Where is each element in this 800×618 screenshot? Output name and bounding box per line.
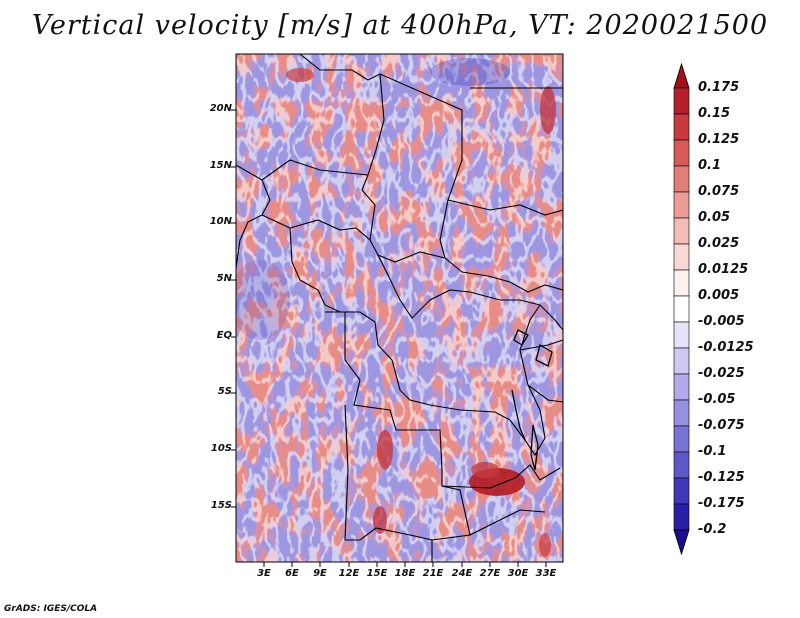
- lon-label-33e: 33E: [535, 568, 557, 579]
- lon-label-27e: 27E: [479, 568, 501, 579]
- colorbar-label: 0.075: [698, 184, 740, 199]
- country-boundaries: [236, 54, 563, 562]
- lat-label-10n: 10N: [209, 216, 232, 227]
- lakes: [511, 329, 553, 471]
- colorbar-label: 0.1: [698, 158, 722, 173]
- colorbar-segment: [673, 217, 690, 245]
- colorbar-segment: [673, 425, 690, 453]
- chart-title: Vertical velocity [m/s] at 400hPa, VT: 2…: [31, 10, 769, 41]
- colorbar-label: 0.125: [698, 132, 740, 147]
- colorbar-segment: [673, 451, 690, 479]
- lon-label-15e: 15E: [366, 568, 388, 579]
- colorbar-segment: [673, 373, 690, 401]
- colorbar-segment: [673, 113, 690, 141]
- colorbar-label: -0.2: [698, 522, 727, 537]
- lon-label-21e: 21E: [422, 568, 444, 579]
- lon-label-3e: 3E: [257, 568, 271, 579]
- colorbar-label: 0.0125: [698, 262, 749, 277]
- colorbar-label: -0.005: [698, 314, 745, 329]
- colorbar-segment: [673, 165, 690, 193]
- colorbar-segment: [673, 399, 690, 427]
- axis-ticks: [231, 109, 547, 567]
- colorbar-label: 0.005: [698, 288, 740, 303]
- colorbar-segment: [673, 191, 690, 219]
- lon-label-12e: 12E: [338, 568, 360, 579]
- lon-label-30e: 30E: [507, 568, 529, 579]
- lat-label-eq: EQ: [216, 330, 232, 341]
- colorbar-label: -0.175: [698, 496, 745, 511]
- colorbar-bottom-arrow: [673, 529, 690, 556]
- lon-label-24e: 24E: [451, 568, 473, 579]
- colorbar-label: 0.025: [698, 236, 740, 251]
- colorbar-top-arrow: [673, 62, 690, 89]
- colorbar-segment: [673, 269, 690, 297]
- lat-label-15s: 15S: [210, 500, 232, 511]
- colorbar-label: -0.075: [698, 418, 745, 433]
- lat-label-20n: 20N: [209, 103, 232, 114]
- colorbar-label: -0.025: [698, 366, 745, 381]
- colorbar: [673, 62, 690, 556]
- lat-label-5s: 5S: [217, 386, 232, 397]
- colorbar-segment: [673, 477, 690, 505]
- colorbar-segment: [673, 87, 690, 115]
- lon-label-18e: 18E: [394, 568, 416, 579]
- colorbar-segment: [673, 503, 690, 531]
- lat-label-5n: 5N: [216, 273, 232, 284]
- colorbar-segment: [673, 295, 690, 323]
- colorbar-segment: [673, 139, 690, 167]
- colorbar-segment: [673, 347, 690, 375]
- colorbar-label: -0.1: [698, 444, 727, 459]
- velocity-field: [236, 54, 563, 562]
- lat-label-15n: 15N: [209, 160, 232, 171]
- lon-label-9e: 9E: [313, 568, 327, 579]
- colorbar-label: 0.15: [698, 106, 731, 121]
- colorbar-segment: [673, 243, 690, 271]
- colorbar-label: 0.175: [698, 80, 740, 95]
- colorbar-label: -0.125: [698, 470, 745, 485]
- colorbar-segment: [673, 321, 690, 349]
- colorbar-label: -0.05: [698, 392, 736, 407]
- map-frame: [235, 53, 564, 563]
- lon-label-6e: 6E: [285, 568, 299, 579]
- colorbar-label: 0.05: [698, 210, 731, 225]
- colorbar-label: -0.0125: [698, 340, 754, 355]
- credit-text: GrADS: IGES/COLA: [4, 604, 98, 614]
- lat-label-10s: 10S: [210, 443, 232, 454]
